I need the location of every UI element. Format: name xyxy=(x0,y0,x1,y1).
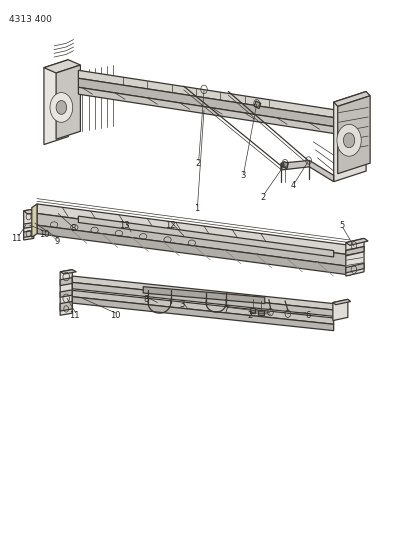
Text: 13: 13 xyxy=(119,221,130,230)
Text: 11: 11 xyxy=(69,311,80,320)
Polygon shape xyxy=(250,308,255,313)
Text: 3: 3 xyxy=(240,171,245,180)
Text: 10: 10 xyxy=(110,311,120,320)
Polygon shape xyxy=(346,246,364,256)
Text: 2: 2 xyxy=(195,159,200,167)
Polygon shape xyxy=(60,270,76,274)
Text: 2: 2 xyxy=(247,311,253,320)
Polygon shape xyxy=(283,161,288,168)
Polygon shape xyxy=(72,297,334,330)
Polygon shape xyxy=(333,300,348,320)
Text: 7: 7 xyxy=(223,305,228,314)
Circle shape xyxy=(337,124,361,156)
Polygon shape xyxy=(254,101,261,109)
Polygon shape xyxy=(24,209,38,214)
Circle shape xyxy=(50,93,73,122)
Text: 8: 8 xyxy=(71,224,76,233)
Polygon shape xyxy=(32,204,37,237)
Polygon shape xyxy=(346,238,364,276)
Text: 4: 4 xyxy=(290,181,296,190)
Polygon shape xyxy=(37,225,350,275)
Polygon shape xyxy=(60,270,72,316)
Text: 4313 400: 4313 400 xyxy=(9,15,52,25)
Text: 11: 11 xyxy=(11,234,22,243)
Polygon shape xyxy=(258,310,264,316)
Polygon shape xyxy=(72,276,334,310)
Text: 5: 5 xyxy=(339,221,344,230)
Polygon shape xyxy=(72,282,334,317)
Polygon shape xyxy=(60,302,72,311)
Polygon shape xyxy=(44,60,80,73)
Polygon shape xyxy=(338,96,370,174)
Text: 3: 3 xyxy=(179,300,184,309)
Polygon shape xyxy=(78,87,354,136)
Polygon shape xyxy=(72,290,334,324)
Text: 10: 10 xyxy=(40,230,50,239)
Polygon shape xyxy=(350,242,356,275)
Circle shape xyxy=(344,133,355,148)
Text: 2: 2 xyxy=(260,192,265,201)
Text: 6: 6 xyxy=(306,311,311,320)
Polygon shape xyxy=(78,70,354,120)
Text: 1: 1 xyxy=(194,204,199,213)
Polygon shape xyxy=(60,278,72,286)
Text: 12: 12 xyxy=(165,221,175,230)
Polygon shape xyxy=(56,65,80,139)
Polygon shape xyxy=(44,60,68,144)
Polygon shape xyxy=(78,216,334,257)
Polygon shape xyxy=(143,287,265,304)
Text: 9: 9 xyxy=(54,237,60,246)
Polygon shape xyxy=(78,222,334,263)
Polygon shape xyxy=(24,230,34,237)
Polygon shape xyxy=(60,290,72,297)
Polygon shape xyxy=(37,204,350,255)
Polygon shape xyxy=(37,214,350,266)
Polygon shape xyxy=(333,300,351,305)
Polygon shape xyxy=(334,92,366,182)
Polygon shape xyxy=(24,222,34,228)
Polygon shape xyxy=(346,238,368,245)
Polygon shape xyxy=(281,160,334,182)
Polygon shape xyxy=(24,209,34,240)
Polygon shape xyxy=(346,263,364,273)
Circle shape xyxy=(56,101,67,114)
Polygon shape xyxy=(334,92,370,107)
Text: 8: 8 xyxy=(143,295,149,304)
Polygon shape xyxy=(78,78,354,130)
